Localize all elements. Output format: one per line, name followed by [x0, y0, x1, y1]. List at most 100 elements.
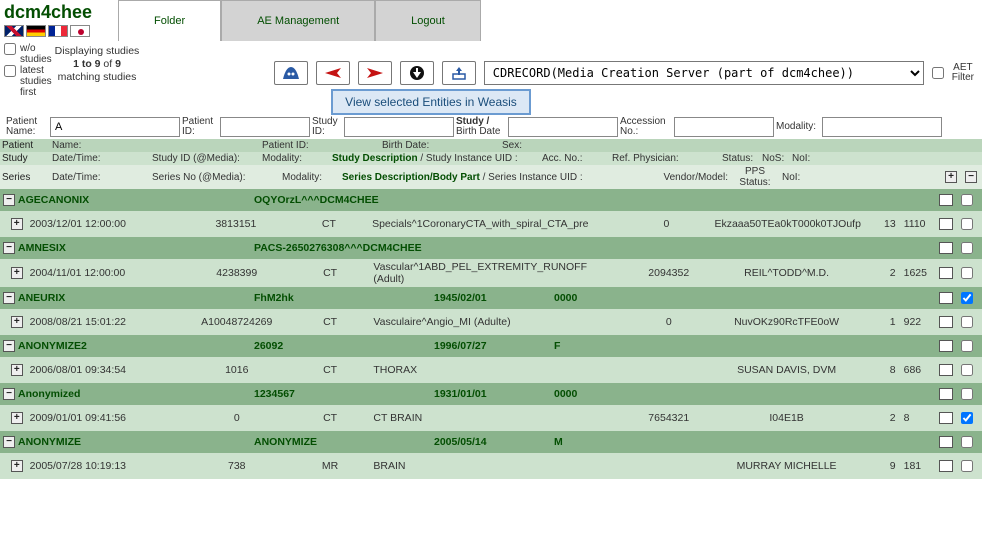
- patient-sex: [550, 246, 610, 250]
- hdr-noi: NoI:: [790, 152, 820, 165]
- patient-row: −ANONYMIZE2260921996/07/27F: [0, 335, 982, 357]
- expand-icon[interactable]: +: [11, 316, 23, 328]
- collapse-icon[interactable]: −: [3, 242, 15, 254]
- details-icon[interactable]: [939, 412, 953, 424]
- patient-id: FhM2hk: [250, 290, 430, 306]
- study-description: Vasculaire^Angio_MI (Adulte): [369, 314, 624, 330]
- study-select-checkbox[interactable]: [961, 412, 973, 424]
- details-icon[interactable]: [939, 364, 953, 376]
- details-icon[interactable]: [939, 242, 953, 254]
- latest-first-checkbox[interactable]: latest studies first: [4, 65, 46, 98]
- details-icon[interactable]: [939, 218, 953, 230]
- patient-name-input[interactable]: [50, 117, 180, 137]
- study-physician: I04E1B: [713, 410, 860, 426]
- collapse-icon[interactable]: −: [3, 340, 15, 352]
- study-modality: MR: [291, 458, 370, 474]
- tab-logout[interactable]: Logout: [375, 0, 481, 41]
- study-datetime: 2003/12/01 12:00:00: [26, 216, 183, 232]
- patient-select-checkbox[interactable]: [961, 340, 973, 352]
- study-datetime: 2009/01/01 09:41:56: [26, 410, 183, 426]
- patient-id: 1234567: [250, 386, 430, 402]
- study-select-checkbox[interactable]: [961, 460, 973, 472]
- hdr-series-noi: NoI:: [780, 171, 820, 184]
- details-icon[interactable]: [939, 267, 953, 279]
- patient-select-checkbox[interactable]: [961, 436, 973, 448]
- study-select-checkbox[interactable]: [961, 267, 973, 279]
- study-row: +2004/11/01 12:00:004238399CTVascular^1A…: [0, 259, 982, 287]
- patient-select-checkbox[interactable]: [961, 242, 973, 254]
- study-select-checkbox[interactable]: [961, 364, 973, 376]
- series-section-label: Series: [0, 171, 50, 184]
- patient-name: ANONYMIZE: [18, 434, 250, 450]
- search-icon[interactable]: [274, 61, 308, 85]
- study-date-input[interactable]: [508, 117, 618, 137]
- download-icon[interactable]: [400, 61, 434, 85]
- patient-row: −Anonymized12345671931/01/010000: [0, 383, 982, 405]
- collapse-icon[interactable]: −: [3, 292, 15, 304]
- modality-label: Modality:: [774, 122, 822, 132]
- details-icon[interactable]: [939, 436, 953, 448]
- expand-icon[interactable]: +: [11, 412, 23, 424]
- expand-icon[interactable]: +: [11, 364, 23, 376]
- view-in-weasis-button[interactable]: View selected Entities in Weasis: [331, 89, 531, 115]
- study-id: 0: [183, 410, 291, 426]
- patient-sex: [550, 198, 610, 202]
- details-icon[interactable]: [939, 340, 953, 352]
- study-id: 738: [183, 458, 291, 474]
- study-accession: 7654321: [625, 410, 713, 426]
- flag-de-icon[interactable]: [26, 25, 46, 37]
- modality-input[interactable]: [822, 117, 942, 137]
- prev-page-icon[interactable]: [316, 61, 350, 85]
- details-icon[interactable]: [939, 316, 953, 328]
- study-description: Vascular^1ABD_PEL_EXTREMITY_RUNOFF (Adul…: [369, 259, 624, 287]
- collapse-icon[interactable]: −: [3, 436, 15, 448]
- study-modality: CT: [291, 314, 370, 330]
- study-noi: 922: [900, 314, 939, 330]
- hdr-study-desc: Study Description / Study Instance UID :: [330, 152, 540, 165]
- wo-studies-checkbox[interactable]: w/o studies: [4, 43, 46, 65]
- collapse-icon[interactable]: −: [3, 388, 15, 400]
- accession-input[interactable]: [674, 117, 774, 137]
- study-physician: Ekzaaa50TEa0kT000k0TJOufp: [710, 216, 860, 232]
- destination-select[interactable]: CDRECORD(Media Creation Server (part of …: [484, 61, 924, 85]
- details-icon[interactable]: [939, 388, 953, 400]
- patient-select-checkbox[interactable]: [961, 388, 973, 400]
- expand-icon[interactable]: +: [11, 267, 23, 279]
- app-title: dcm4chee: [0, 0, 118, 25]
- aet-filter-checkbox[interactable]: [932, 67, 944, 79]
- study-accession: [625, 464, 713, 468]
- flag-jp-icon[interactable]: [70, 25, 90, 37]
- details-icon[interactable]: [939, 292, 953, 304]
- tab-ae-management[interactable]: AE Management: [221, 0, 375, 41]
- patient-id: 26092: [250, 338, 430, 354]
- next-page-icon[interactable]: [358, 61, 392, 85]
- flag-fr-icon[interactable]: [48, 25, 68, 37]
- expand-icon[interactable]: +: [11, 460, 23, 472]
- study-select-checkbox[interactable]: [961, 218, 973, 230]
- export-icon[interactable]: [442, 61, 476, 85]
- expand-icon[interactable]: +: [11, 218, 23, 230]
- tab-folder[interactable]: Folder: [118, 0, 221, 41]
- details-icon[interactable]: [939, 194, 953, 206]
- details-icon[interactable]: [939, 460, 953, 472]
- hdr-vendor: Vendor/Model:: [610, 171, 730, 184]
- flag-uk-icon[interactable]: [4, 25, 24, 37]
- patient-select-checkbox[interactable]: [961, 194, 973, 206]
- study-select-checkbox[interactable]: [961, 316, 973, 328]
- patient-id-input[interactable]: [220, 117, 310, 137]
- patient-id: ANONYMIZE: [250, 434, 430, 450]
- patient-name: ANONYMIZE2: [18, 338, 250, 354]
- collapse-all-icon[interactable]: −: [965, 171, 977, 183]
- patient-name: ANEURIX: [18, 290, 250, 306]
- hdr-series-dt: Date/Time:: [50, 171, 150, 184]
- patient-birthdate: [430, 246, 550, 250]
- study-physician: MURRAY MICHELLE: [713, 458, 860, 474]
- expand-all-icon[interactable]: +: [945, 171, 957, 183]
- hdr-series-no: Series No (@Media):: [150, 171, 280, 184]
- study-physician: SUSAN DAVIS, DVM: [713, 362, 860, 378]
- patient-birthdate: 1945/02/01: [430, 290, 550, 306]
- patient-select-checkbox[interactable]: [961, 292, 973, 304]
- collapse-icon[interactable]: −: [3, 194, 15, 206]
- study-id-input[interactable]: [344, 117, 454, 137]
- study-datetime: 2004/11/01 12:00:00: [26, 265, 183, 281]
